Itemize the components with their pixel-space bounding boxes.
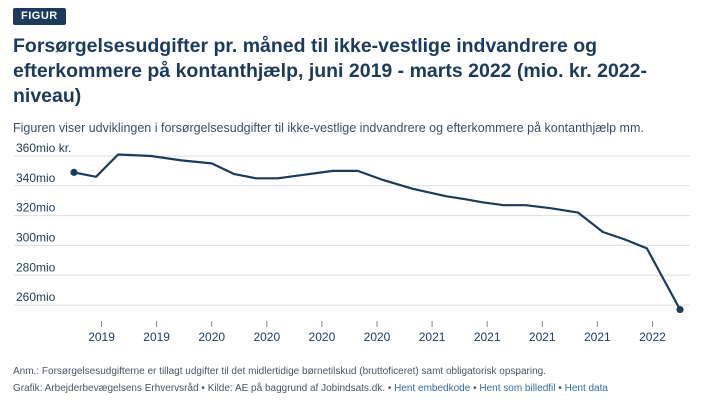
y-tick-label: 360mio kr. [16,141,71,155]
figure-badge: FIGUR [13,8,66,25]
x-tick-label: 2020 [364,330,391,344]
credits-source: Grafik: Arbejderbevægelsens Erhvervsråd … [13,383,392,394]
credits-separator: • [558,383,562,394]
embed-code-link[interactable]: Hent embedkode [394,383,471,394]
y-tick-label: 280mio [16,260,56,274]
chart-title: Forsørgelsesudgifter pr. måned til ikke-… [13,35,647,107]
chart-credits: Grafik: Arbejderbevægelsens Erhvervsråd … [13,383,608,394]
line-chart: 260mio 280mio 300mio 320mio 340mio 360mio kr.… [14,141,690,344]
download-data-link[interactable]: Hent data [564,383,608,394]
y-tick-label: 260mio [16,290,56,304]
x-tick-label: 2020 [198,330,225,344]
download-image-link[interactable]: Hent som billedfil [479,383,556,394]
series-endpoint-marker [70,168,78,176]
chart-subtitle: Figuren viser udviklingen i forsørgelses… [13,121,644,135]
x-tick-label: 2020 [309,330,336,344]
gridlines [14,155,690,306]
x-tick-label: 2021 [529,330,556,344]
y-tick-label: 320mio [16,201,56,215]
chart-note: Anm.: Forsørgelsesudgifterne er tillagt … [13,366,547,377]
x-tick-label: 2021 [419,330,446,344]
x-tick-label: 2022 [639,330,666,344]
x-tick-label: 2021 [474,330,501,344]
x-tick-label: 2021 [584,330,611,344]
series-markers [70,168,684,314]
series-line [72,153,682,311]
x-tick-labels: 2019 2019 2020 2020 2020 2020 2021 2021 2021 2021… [88,321,666,344]
x-tick-label: 2020 [253,330,280,344]
credits-separator: • [473,383,477,394]
series-endpoint-marker [676,305,684,314]
y-tick-label: 300mio [16,230,56,244]
x-tick-label: 2019 [143,330,170,344]
y-tick-labels: 260mio 280mio 300mio 320mio 340mio 360mio kr. [16,141,71,304]
x-tick-label: 2019 [88,330,115,344]
y-tick-label: 340mio [16,171,56,185]
